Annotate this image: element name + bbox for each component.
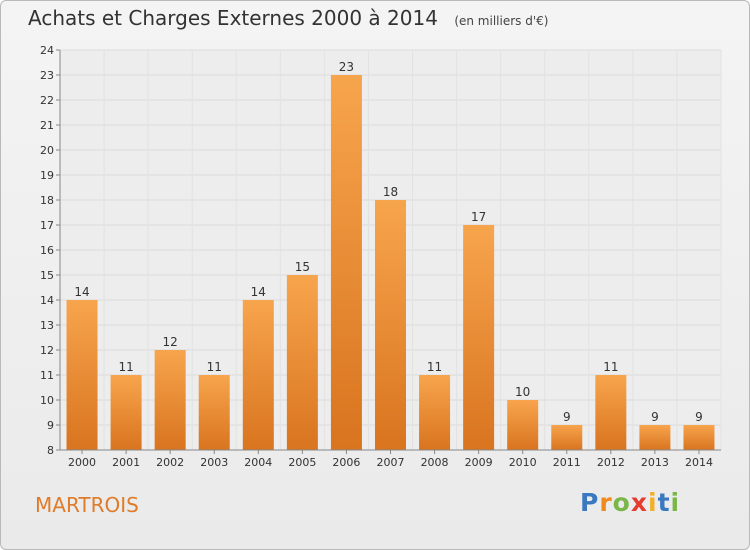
x-tick-label: 2007 [377, 456, 405, 469]
y-tick-label: 23 [40, 69, 54, 82]
x-tick-label: 2009 [465, 456, 493, 469]
bar [419, 375, 451, 450]
data-label: 14 [251, 285, 266, 299]
x-tick-label: 2013 [641, 456, 669, 469]
data-label: 9 [563, 410, 571, 424]
x-tick-label: 2001 [112, 456, 140, 469]
chart-title: Achats et Charges Externes 2000 à 2014 [28, 6, 438, 30]
bar [551, 425, 583, 450]
y-tick-label: 21 [40, 119, 54, 132]
data-label: 12 [163, 335, 178, 349]
data-label: 23 [339, 60, 354, 74]
bar [330, 75, 362, 450]
x-tick-label: 2003 [200, 456, 228, 469]
data-label: 11 [603, 360, 618, 374]
y-tick-label: 20 [40, 144, 54, 157]
bar [639, 425, 671, 450]
y-tick-label: 12 [40, 344, 54, 357]
bar [595, 375, 627, 450]
data-label: 17 [471, 210, 486, 224]
bar [507, 400, 539, 450]
y-tick-label: 19 [40, 169, 54, 182]
data-label: 11 [207, 360, 222, 374]
proxiti-logo[interactable]: Proxiti [580, 488, 681, 517]
x-tick-label: 2004 [244, 456, 272, 469]
commune-name: MARTROIS [35, 493, 139, 517]
y-tick-label: 13 [40, 319, 54, 332]
x-tick-label: 2008 [421, 456, 449, 469]
x-tick-label: 2006 [332, 456, 360, 469]
y-tick-label: 22 [40, 94, 54, 107]
y-tick-label: 14 [40, 294, 54, 307]
data-label: 18 [383, 185, 398, 199]
y-tick-label: 8 [47, 444, 54, 457]
y-tick-label: 10 [40, 394, 54, 407]
data-label: 10 [515, 385, 530, 399]
x-tick-label: 2002 [156, 456, 184, 469]
bar [242, 300, 274, 450]
x-tick-label: 2000 [68, 456, 96, 469]
bar [154, 350, 186, 450]
y-tick-label: 17 [40, 219, 54, 232]
x-tick-label: 2010 [509, 456, 537, 469]
x-tick-label: 2011 [553, 456, 581, 469]
bar [683, 425, 715, 450]
y-tick-label: 15 [40, 269, 54, 282]
data-label: 11 [118, 360, 133, 374]
bar [286, 275, 318, 450]
bar [198, 375, 230, 450]
y-tick-label: 11 [40, 369, 54, 382]
data-label: 9 [651, 410, 659, 424]
data-label: 15 [295, 260, 310, 274]
y-tick-label: 16 [40, 244, 54, 257]
data-label: 14 [74, 285, 89, 299]
axes: 8 9 10 11 12 13 14 15 16 17 18 19 20 21 22 23 24 2000 2001… [40, 44, 721, 469]
x-tick-label: 2012 [597, 456, 625, 469]
y-tick-label: 9 [47, 419, 54, 432]
bar [66, 300, 98, 450]
x-tick-label: 2005 [288, 456, 316, 469]
y-tick-label: 18 [40, 194, 54, 207]
bar [110, 375, 142, 450]
bar [375, 200, 406, 450]
y-tick-label: 24 [40, 44, 54, 57]
data-label: 11 [427, 360, 442, 374]
data-label: 9 [695, 410, 703, 424]
bar [463, 225, 495, 450]
chart-subtitle: (en milliers d'€) [454, 14, 549, 28]
bars: 14 11 12 11 14 15 23 18 11 17 10 9 11 9 9 [66, 60, 715, 450]
chart-title-block: Achats et Charges Externes 2000 à 2014 (… [28, 6, 548, 30]
x-tick-label: 2014 [685, 456, 713, 469]
